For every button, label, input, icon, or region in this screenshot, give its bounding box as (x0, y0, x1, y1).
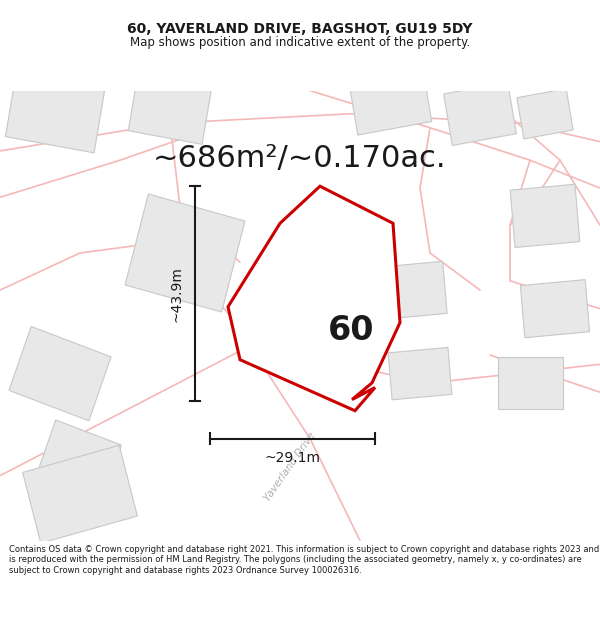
Text: Yaverland Drive: Yaverland Drive (262, 430, 317, 502)
Polygon shape (125, 194, 245, 312)
Polygon shape (388, 348, 452, 400)
Polygon shape (5, 75, 104, 153)
Polygon shape (497, 357, 563, 409)
Polygon shape (510, 184, 580, 248)
Polygon shape (38, 420, 121, 494)
Polygon shape (520, 279, 590, 338)
Polygon shape (443, 82, 517, 146)
Polygon shape (23, 445, 137, 543)
Polygon shape (517, 89, 573, 139)
Text: ~43.9m: ~43.9m (169, 266, 183, 322)
Polygon shape (128, 74, 212, 144)
Polygon shape (348, 65, 432, 135)
Text: ~686m²/~0.170ac.: ~686m²/~0.170ac. (153, 144, 447, 173)
Text: Map shows position and indicative extent of the property.: Map shows position and indicative extent… (130, 36, 470, 49)
Polygon shape (9, 326, 111, 421)
Text: Contains OS data © Crown copyright and database right 2021. This information is : Contains OS data © Crown copyright and d… (9, 545, 599, 575)
Text: 60: 60 (328, 314, 375, 348)
Polygon shape (383, 261, 447, 319)
Polygon shape (228, 186, 400, 411)
Text: ~29.1m: ~29.1m (265, 451, 320, 465)
Text: 60, YAVERLAND DRIVE, BAGSHOT, GU19 5DY: 60, YAVERLAND DRIVE, BAGSHOT, GU19 5DY (127, 22, 473, 36)
